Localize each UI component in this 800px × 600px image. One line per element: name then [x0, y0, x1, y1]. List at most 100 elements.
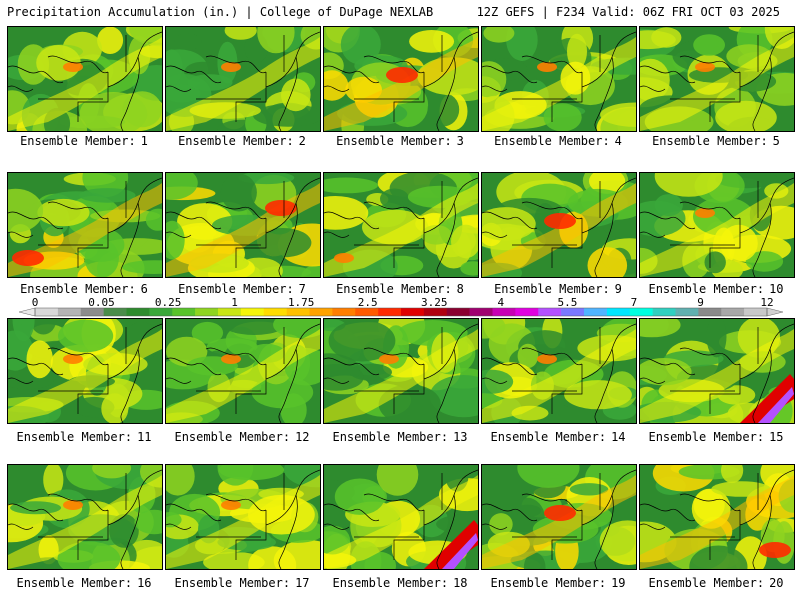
colorbar-segment [195, 308, 219, 316]
ensemble-panel [7, 318, 163, 424]
ensemble-panel-label: Ensemble Member: 2 [163, 134, 321, 148]
panel-prefix: Ensemble Member: [174, 430, 291, 444]
ensemble-panel-label: Ensemble Member: 13 [321, 430, 479, 444]
colorbar-segment [538, 308, 562, 316]
ensemble-panel-label: Ensemble Member: 15 [637, 430, 795, 444]
ensemble-panel-label: Ensemble Member: 16 [5, 576, 163, 590]
colorbar-segment [286, 308, 310, 316]
ensemble-panel [165, 464, 321, 570]
member-number: 18 [453, 576, 468, 590]
ensemble-panel [639, 464, 795, 570]
ensemble-panel-label: Ensemble Member: 12 [163, 430, 321, 444]
precip-map [482, 173, 636, 277]
precip-map [8, 27, 162, 131]
colorbar-segment [652, 308, 676, 316]
panel-prefix: Ensemble Member: [178, 134, 294, 148]
colorbar-segment [515, 308, 539, 316]
member-number: 7 [298, 282, 306, 296]
ensemble-panel [165, 26, 321, 132]
colorbar-segment [675, 308, 699, 316]
member-number: 5 [772, 134, 780, 148]
precip-map [640, 173, 794, 277]
precip-map [8, 319, 162, 423]
colorbar-min-arrow [18, 307, 36, 317]
panel-prefix: Ensemble Member: [648, 430, 765, 444]
colorbar-segment [469, 308, 493, 316]
colorbar-tick-label: 1 [231, 298, 238, 309]
colorbar-max-arrow [766, 307, 784, 317]
colorbar-segment [240, 308, 265, 316]
panel-prefix: Ensemble Member: [332, 576, 449, 590]
panel-prefix: Ensemble Member: [332, 430, 449, 444]
colorbar-tick-label: 0.25 [155, 298, 182, 309]
panel-prefix: Ensemble Member: [494, 134, 610, 148]
member-number: 6 [140, 282, 148, 296]
panel-prefix: Ensemble Member: [16, 576, 133, 590]
ensemble-panel [481, 26, 637, 132]
panel-prefix: Ensemble Member: [178, 282, 294, 296]
ensemble-panel [165, 172, 321, 278]
colorbar-segment [80, 308, 104, 316]
member-number: 9 [614, 282, 622, 296]
ensemble-panel [7, 172, 163, 278]
panel-prefix: Ensemble Member: [648, 282, 765, 296]
ensemble-panel-label: Ensemble Member: 5 [637, 134, 795, 148]
precip-map [482, 319, 636, 423]
precip-map [324, 319, 478, 423]
precip-map [482, 27, 636, 131]
member-number: 13 [453, 430, 468, 444]
colorbar-segment [744, 308, 768, 316]
colorbar-tick-label: 0 [32, 298, 39, 309]
colorbar-outline [34, 307, 768, 317]
ensemble-panel [639, 26, 795, 132]
map-title: Precipitation Accumulation (in.) | Colle… [7, 5, 434, 19]
member-number: 4 [614, 134, 622, 148]
ensemble-panel [165, 318, 321, 424]
precip-map [8, 465, 162, 569]
ensemble-panel [323, 464, 479, 570]
precip-colorbar: 0 0.05 0.25 1 1.75 2.5 3.25 4 5.5 7 9 12 [15, 298, 785, 318]
run-info: 12Z GEFS | F234 Valid: 06Z FRI OCT 03 20… [476, 5, 780, 19]
ensemble-panel [481, 318, 637, 424]
panel-prefix: Ensemble Member: [652, 134, 768, 148]
colorbar-segment [698, 308, 722, 316]
ensemble-panel-label: Ensemble Member: 7 [163, 282, 321, 296]
colorbar-segment [492, 308, 516, 316]
colorbar-segment [378, 308, 402, 316]
colorbar-segment [401, 308, 425, 316]
colorbar-segment [218, 308, 242, 316]
ensemble-panel [7, 26, 163, 132]
colorbar-segment [35, 308, 59, 316]
colorbar-segment [57, 308, 82, 316]
colorbar-segment [126, 308, 150, 316]
colorbar-tick-label: 12 [760, 298, 773, 309]
panel-prefix: Ensemble Member: [490, 430, 607, 444]
panel-prefix: Ensemble Member: [20, 282, 136, 296]
ensemble-panel-label: Ensemble Member: 17 [163, 576, 321, 590]
colorbar-segment [103, 308, 127, 316]
precip-map [324, 465, 478, 569]
panel-prefix: Ensemble Member: [648, 576, 765, 590]
precip-map [166, 27, 320, 131]
precip-map [166, 173, 320, 277]
ensemble-panel [323, 172, 479, 278]
colorbar-segment [149, 308, 173, 316]
ensemble-panel [323, 318, 479, 424]
colorbar-tick-label: 2.5 [358, 298, 378, 309]
member-number: 17 [295, 576, 310, 590]
colorbar-segment [606, 308, 631, 316]
ensemble-panel [639, 318, 795, 424]
member-number: 3 [456, 134, 464, 148]
ensemble-panel-label: Ensemble Member: 8 [321, 282, 479, 296]
precip-map [324, 173, 478, 277]
ensemble-panel-label: Ensemble Member: 14 [479, 430, 637, 444]
colorbar-tick-label: 1.75 [288, 298, 315, 309]
colorbar-segment [629, 308, 653, 316]
member-number: 20 [769, 576, 784, 590]
member-number: 11 [137, 430, 152, 444]
panel-prefix: Ensemble Member: [336, 282, 452, 296]
colorbar-segment [355, 308, 379, 316]
colorbar-segment [446, 308, 470, 316]
precip-map [640, 27, 794, 131]
colorbar-tick-label: 7 [631, 298, 638, 309]
